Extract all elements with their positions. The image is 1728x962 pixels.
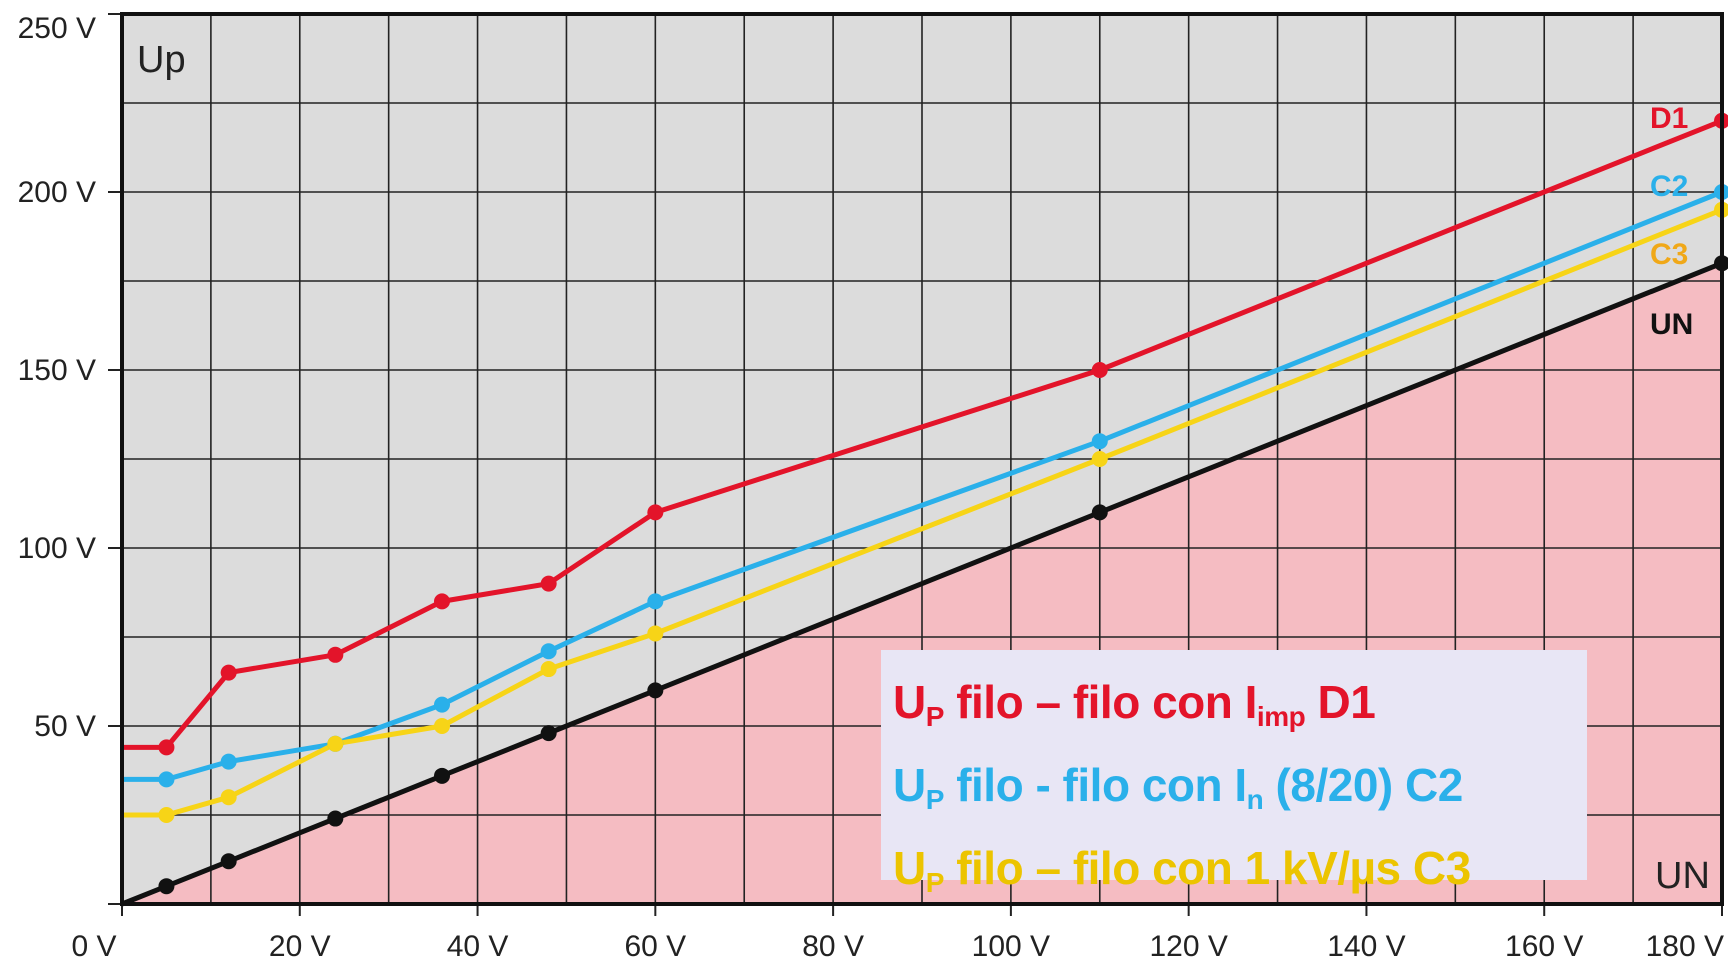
data-point-un	[158, 878, 175, 895]
data-point-c3	[1091, 451, 1108, 467]
end-label-un: UN	[1650, 308, 1693, 341]
data-point-un	[1091, 504, 1108, 521]
data-point-c2	[434, 696, 450, 713]
x-tick-label: 120 V	[1149, 930, 1227, 962]
data-point-d1	[434, 593, 450, 610]
legend-entry: UP filo – filo con 1 kV/µs C3	[893, 842, 1471, 898]
data-point-c3	[327, 735, 344, 752]
y-tick-label: 50 V	[34, 710, 96, 743]
plot-frame	[120, 12, 1724, 906]
data-point-c2	[540, 643, 557, 660]
series-end-labels: D1 C2 C3 UN	[1650, 102, 1693, 341]
y-tick-label: 250 V	[18, 12, 96, 45]
data-point-d1	[327, 646, 344, 663]
x-tick-label: 100 V	[972, 930, 1050, 962]
data-point-c3	[158, 807, 175, 823]
y-tick-label: 200 V	[18, 176, 96, 209]
data-point-c2	[647, 593, 664, 610]
data-point-c3	[434, 718, 450, 734]
data-point-un	[327, 810, 344, 827]
x-tick-label: 160 V	[1505, 930, 1583, 962]
data-point-d1	[158, 739, 175, 756]
y-tick-labels: 50 V 100 V 150 V 200 V 250 V	[18, 12, 96, 743]
x-axis-corner-label: UN	[1655, 855, 1710, 897]
data-point-c3	[540, 661, 557, 678]
data-point-un	[540, 725, 557, 742]
data-point-un	[220, 853, 237, 870]
x-tick-label: 40 V	[447, 930, 509, 962]
data-point-c2	[158, 771, 175, 788]
data-point-c3	[220, 789, 237, 806]
y-tick-label: 100 V	[18, 532, 96, 565]
data-point-un	[434, 767, 450, 784]
data-point-c2	[1091, 433, 1108, 450]
x-tick-label: 0 V	[71, 930, 116, 962]
legend-entry: UP filo – filo con Iimp D1	[893, 676, 1376, 732]
data-point-un	[647, 682, 664, 699]
x-tick-label: 80 V	[802, 930, 864, 962]
data-point-d1	[647, 504, 664, 521]
data-point-d1	[220, 664, 237, 681]
end-label-c2: C2	[1650, 170, 1688, 203]
data-point-c2	[220, 753, 237, 770]
x-tick-labels: 0 V 20 V 40 V 60 V 80 V 100 V 120 V 140 V 160 V 1…	[71, 930, 1724, 962]
legend-entry: UP filo - filo con In (8/20) C2	[893, 759, 1463, 815]
data-point-d1	[540, 575, 557, 592]
x-tick-label: 140 V	[1327, 930, 1405, 962]
legend: UP filo – filo con Iimp D1 UP filo - filo…	[881, 650, 1587, 898]
x-tick-label: 20 V	[269, 930, 331, 962]
series-points	[158, 112, 1728, 895]
data-point-c3	[647, 625, 664, 642]
x-tick-label: 60 V	[624, 930, 686, 962]
y-axis-corner-label: Up	[137, 39, 186, 81]
x-tick-label: 180 V	[1646, 930, 1724, 962]
end-label-d1: D1	[1650, 102, 1688, 135]
end-label-c3: C3	[1650, 238, 1688, 271]
y-tick-label: 150 V	[18, 354, 96, 387]
data-point-d1	[1091, 362, 1108, 378]
